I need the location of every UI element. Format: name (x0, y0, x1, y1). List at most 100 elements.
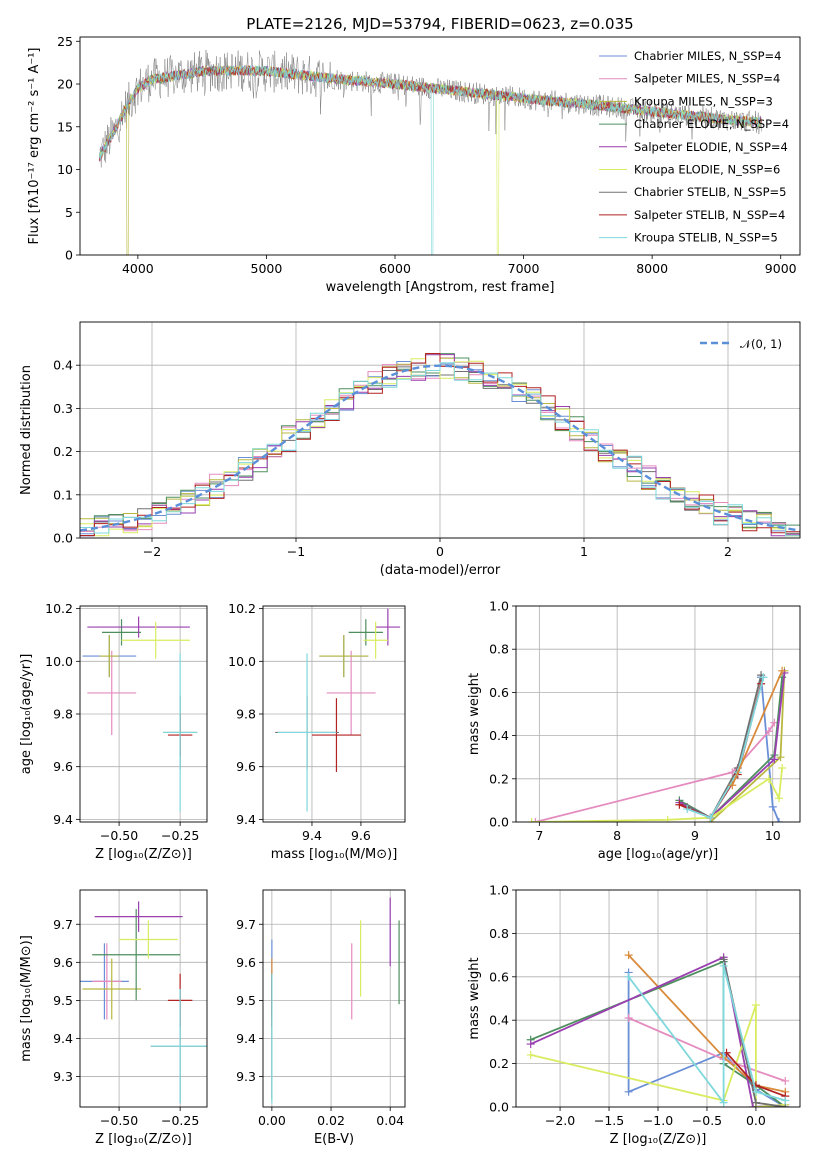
weight-marker (706, 813, 715, 822)
plot-area (527, 666, 789, 822)
weight-marker (778, 764, 787, 772)
figure-title: PLATE=2126, MJD=53794, FIBERID=0623, z=0… (246, 15, 633, 33)
axes-frame (262, 605, 406, 823)
y-tick-label: 0.4 (53, 358, 73, 373)
y-tick-label: 0.8 (489, 926, 509, 941)
y-tick-label: 10.2 (228, 601, 256, 616)
y-tick-label: 0.6 (489, 685, 509, 700)
y-tick-label: 9.4 (236, 1031, 256, 1046)
x-axis-label: Z [log₁₀(Z/Z⊙)] (95, 1132, 192, 1147)
y-tick-label: 9.4 (236, 812, 256, 827)
legend-label: Salpeter STELIB, N_SSP=4 (634, 208, 785, 222)
panel-mass-vs-EBV: 0.00 0.02 0.04 9.3 9.4 9.5 9.6 9.7 E(B-V) (236, 889, 406, 1147)
histogram-step (80, 358, 800, 537)
spectrum-line (98, 65, 762, 255)
x-tick-label: 8000 (636, 261, 668, 276)
plot-area (275, 608, 401, 812)
x-tick-label: −0.25 (161, 1113, 199, 1128)
y-tick-label: 0.0 (489, 815, 509, 830)
legend-label: Kroupa MILES, N_SSP=3 (634, 94, 773, 108)
y-tick-label: 0.4 (489, 728, 509, 743)
weight-marker (728, 781, 737, 790)
weight-line (535, 722, 776, 822)
x-tick-label: 8 (613, 828, 621, 843)
y-tick-label: 9.3 (53, 1069, 73, 1084)
x-tick-label: 0 (436, 544, 444, 559)
plot-area (98, 49, 762, 255)
panel-weight-vs-age: 7 8 9 10 0.0 0.2 0.4 0.6 0.8 1.0 age [log₁₀(age/yr… (467, 599, 801, 862)
x-tick-label: 9.4 (302, 828, 322, 843)
weight-marker (719, 1098, 728, 1107)
weight-line (627, 954, 786, 1093)
y-tick-label: 0.4 (489, 1013, 509, 1028)
x-tick-label: 1 (580, 544, 588, 559)
y-tick-label: 0.2 (53, 444, 73, 459)
y-tick-label: 9.5 (236, 993, 256, 1008)
y-tick-label: 10.2 (45, 601, 73, 616)
x-tick-label: 4000 (122, 261, 154, 276)
weight-line (679, 683, 762, 819)
x-tick-label: 10 (765, 828, 781, 843)
weight-marker (624, 1087, 633, 1096)
y-tick-label: 9.8 (53, 707, 73, 722)
weight-marker (781, 1096, 790, 1105)
y-tick-label: 9.4 (53, 1031, 73, 1046)
x-tick-label: 5000 (251, 261, 283, 276)
legend-label: Salpeter ELODIE, N_SSP=4 (634, 140, 788, 154)
y-tick-label: 0.1 (53, 487, 73, 502)
y-axis-label: mass weight (467, 957, 482, 1039)
grid-lines (80, 606, 207, 822)
gaussian-legend-label: 𝒩(0, 1) (740, 337, 782, 351)
weight-marker (624, 951, 633, 960)
axes-frame (79, 36, 801, 256)
weight-marker (768, 802, 777, 811)
y-tick-label: 1.0 (489, 599, 509, 614)
axes-frame (262, 889, 406, 1108)
x-axis-label: wavelength [Angstrom, rest frame] (326, 280, 555, 295)
x-tick-label: −0.25 (161, 828, 199, 843)
y-tick-label: 9.5 (53, 993, 73, 1008)
weight-line (678, 677, 783, 819)
weight-marker (683, 805, 692, 814)
y-tick-label: 10.0 (45, 654, 73, 669)
weight-marker (526, 1050, 535, 1059)
y-axis-label: mass weight (467, 673, 482, 755)
x-tick-label: 7 (535, 828, 543, 843)
y-tick-label: 9.7 (236, 917, 256, 932)
grid-lines (80, 890, 207, 1107)
x-tick-label: 0.04 (376, 1113, 404, 1128)
weight-marker (719, 961, 728, 970)
y-tick-label: 0.3 (53, 401, 73, 416)
weight-marker (774, 794, 783, 803)
y-tick-label: 25 (57, 34, 73, 49)
y-tick-label: 10 (57, 162, 73, 177)
panel-age-vs-mass: 9.4 9.6 9.4 9.6 9.8 10.0 10.2 mass [log₁₀(M/M⊙)… (228, 601, 406, 862)
weight-line (731, 670, 783, 786)
grid-lines (516, 889, 800, 1108)
y-tick-label: 9.3 (236, 1069, 256, 1084)
x-tick-label: 9 (691, 828, 699, 843)
y-tick-label: 9.7 (53, 917, 73, 932)
x-tick-label: 0.00 (258, 1113, 286, 1128)
weight-marker (774, 818, 783, 822)
grid-lines (263, 606, 405, 822)
panel-weight-vs-Z: −2.0 −1.5 −1.0 −0.5 0.0 0.0 0.2 0.4 0.6 0.8 1.0 Z [… (467, 883, 801, 1147)
x-axis-label: age [log₁₀(age/yr)] (598, 847, 719, 862)
x-tick-label: −1.0 (643, 1113, 673, 1128)
weight-marker (663, 815, 672, 822)
panel-residuals: −2 −1 0 1 2 0.0 0.1 0.2 0.3 0.4 (data-model)/error… (19, 321, 801, 578)
panel-age-vs-Z: −0.50 −0.25 9.4 9.6 9.8 10.0 10.2 Z [log₁₀(Z/Z⊙… (19, 601, 208, 862)
y-tick-label: 9.8 (236, 707, 256, 722)
y-tick-label: 9.6 (236, 955, 256, 970)
weight-marker (770, 755, 779, 764)
panel-mass-vs-Z: −0.50 −0.25 9.3 9.4 9.5 9.6 9.7 Z [log₁₀(Z/Z⊙)]… (19, 889, 208, 1147)
weight-marker (751, 1001, 760, 1010)
y-tick-label: 9.4 (53, 812, 73, 827)
y-tick-label: 0.8 (489, 642, 509, 657)
x-axis-label: mass [log₁₀(M/M⊙)] (271, 847, 398, 862)
x-axis-label: Z [log₁₀(Z/Z⊙)] (610, 1132, 707, 1147)
y-tick-label: 15 (57, 119, 73, 134)
x-tick-label: −0.50 (100, 1113, 138, 1128)
x-tick-label: −1.5 (594, 1113, 624, 1128)
